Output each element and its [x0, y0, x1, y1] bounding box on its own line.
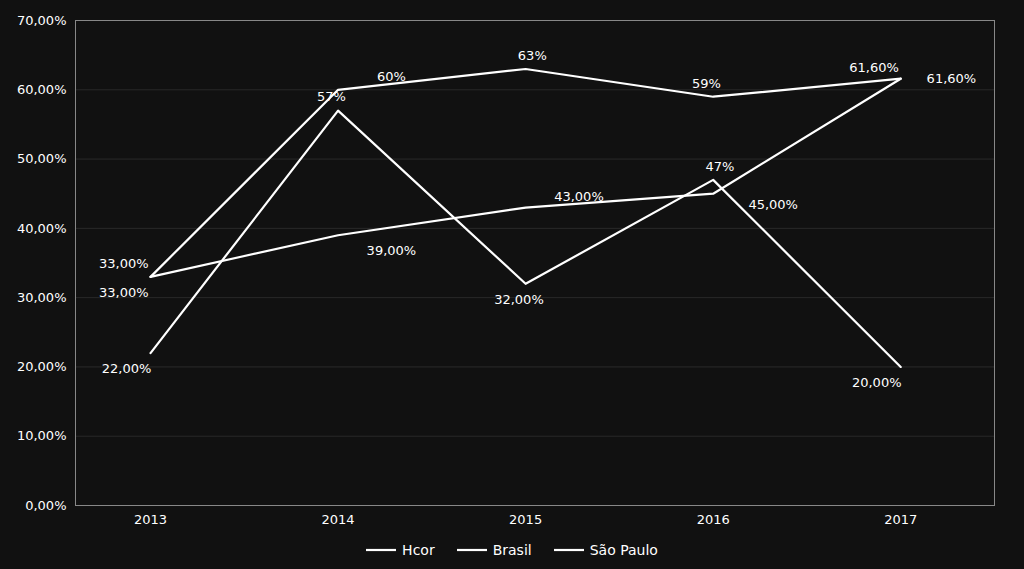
svg-text:39,00%: 39,00%: [367, 243, 417, 258]
svg-text:45,00%: 45,00%: [748, 197, 798, 212]
svg-text:2015: 2015: [509, 512, 542, 527]
html-text:Brasil: Brasil: [492, 542, 532, 558]
svg-text:33,00%: 33,00%: [99, 256, 149, 271]
svg-text:2013: 2013: [134, 512, 167, 527]
svg-text:2014: 2014: [322, 512, 355, 527]
svg-text:50,00%: 50,00%: [17, 151, 67, 166]
svg-text:61,60%: 61,60%: [849, 60, 899, 75]
svg-text:33,00%: 33,00%: [99, 285, 149, 300]
svg-text:43,00%: 43,00%: [554, 189, 604, 204]
html-text:Hcor: Hcor: [402, 542, 435, 558]
svg-text:61,60%: 61,60%: [927, 71, 977, 86]
svg-text:10,00%: 10,00%: [17, 428, 67, 443]
svg-text:22,00%: 22,00%: [102, 361, 152, 376]
svg-text:57%: 57%: [317, 89, 346, 104]
html-text:São Paulo: São Paulo: [589, 542, 658, 558]
svg-text:0,00%: 0,00%: [25, 498, 66, 513]
svg-text:60,00%: 60,00%: [17, 82, 67, 97]
svg-text:60%: 60%: [377, 69, 406, 84]
svg-text:63%: 63%: [518, 48, 547, 63]
svg-text:70,00%: 70,00%: [17, 13, 67, 28]
svg-text:47%: 47%: [705, 159, 734, 174]
svg-text:32,00%: 32,00%: [494, 292, 544, 307]
svg-text:20,00%: 20,00%: [852, 375, 902, 390]
svg-text:20,00%: 20,00%: [17, 359, 67, 374]
svg-text:30,00%: 30,00%: [17, 290, 67, 305]
svg-text:2017: 2017: [884, 512, 917, 527]
svg-text:40,00%: 40,00%: [17, 221, 67, 236]
svg-text:59%: 59%: [692, 76, 721, 91]
svg-text:2016: 2016: [697, 512, 730, 527]
